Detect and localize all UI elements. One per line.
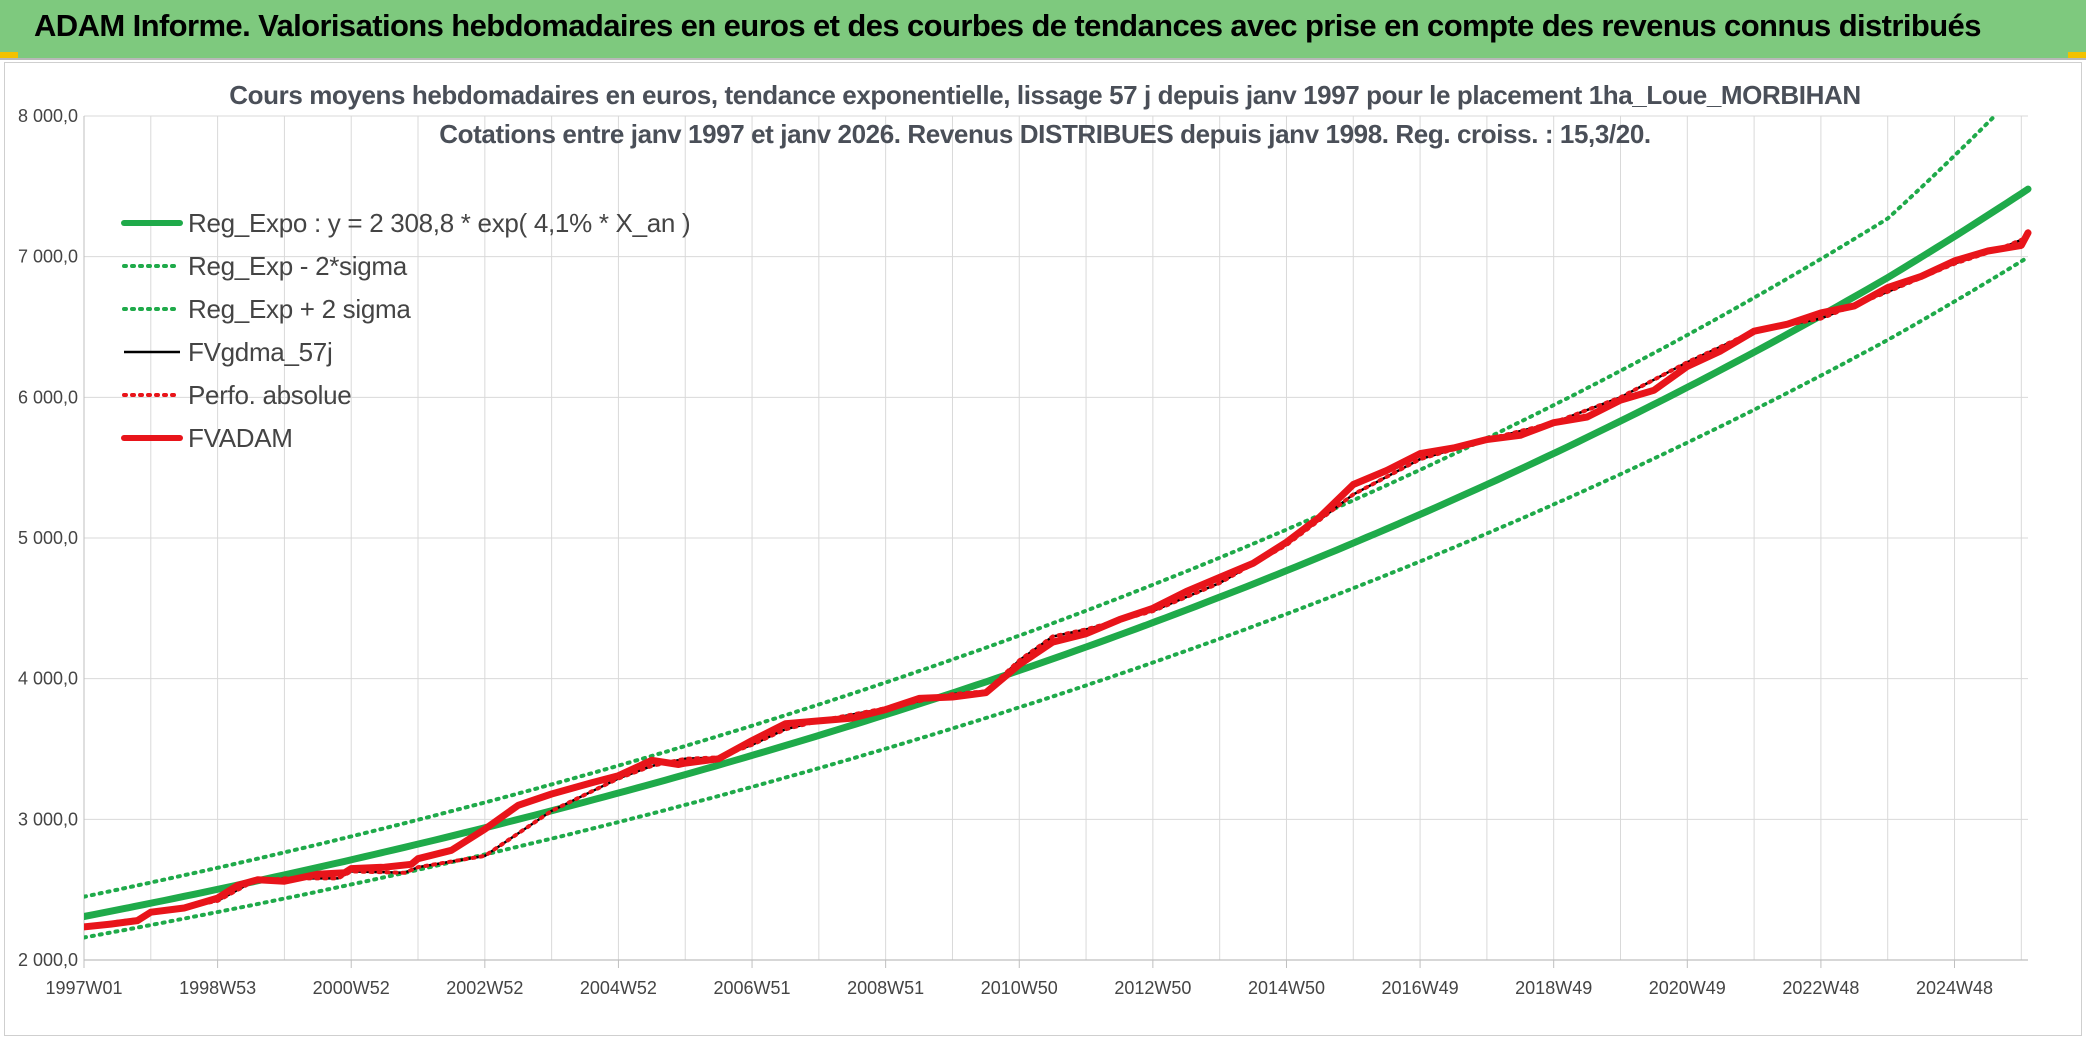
x-tick-label: 2012W50 (1114, 978, 1191, 998)
x-tick-label: 2010W50 (981, 978, 1058, 998)
chart-canvas: 2 000,0 3 000,0 4 000,0 5 000,0 6 000,0 7 000… (18, 80, 2032, 998)
report-banner: ADAM Informe. Valorisations hebdomadaire… (0, 0, 2086, 60)
chart-title-line-2: Cotations entre janv 1997 et janv 2026. … (439, 119, 1650, 149)
series-line-reg-expo-y-2-308-8-exp-4-1-x-an (84, 185, 2032, 920)
y-tick-label: 8 000,0 (18, 106, 78, 126)
chart-title-line-1: Cours moyens hebdomadaires en euros, ten… (229, 80, 1860, 110)
legend-label: Perfo. absolue (188, 380, 351, 410)
y-tick-label: 4 000,0 (18, 669, 78, 689)
series-line-fvadam (84, 229, 2032, 931)
chart-series (84, 114, 2032, 940)
y-tick-label: 2 000,0 (18, 950, 78, 970)
x-tick-label: 2014W50 (1248, 978, 1325, 998)
y-tick-label: 5 000,0 (18, 528, 78, 548)
legend-label: Reg_Expo : y = 2 308,8 * exp( 4,1% * X_a… (188, 208, 690, 238)
legend-label: FVgdma_57j (188, 337, 332, 367)
corner-marker-left (0, 52, 18, 58)
x-tick-label: 2002W52 (446, 978, 523, 998)
series-line-reg-exp-2-sigma (84, 255, 2030, 940)
legend-label: FVADAM (188, 423, 293, 453)
y-tick-label: 7 000,0 (18, 247, 78, 267)
x-tick-label: 2016W49 (1382, 978, 1459, 998)
x-tick-label: 1998W53 (179, 978, 256, 998)
x-tick-label: 2018W49 (1515, 978, 1592, 998)
chart-area: 2 000,0 3 000,0 4 000,0 5 000,0 6 000,0 7 000… (4, 62, 2082, 1036)
chart-legend: Reg_Expo : y = 2 308,8 * exp( 4,1% * X_a… (121, 208, 691, 453)
x-tick-label: 2022W48 (1782, 978, 1859, 998)
x-tick-label: 2000W52 (313, 978, 390, 998)
legend-label: Reg_Exp + 2 sigma (188, 294, 411, 324)
chart-axes: 2 000,0 3 000,0 4 000,0 5 000,0 6 000,0 7 000… (18, 106, 2028, 998)
x-tick-label: 2008W51 (847, 978, 924, 998)
x-tick-label: 2006W51 (714, 978, 791, 998)
y-tick-label: 3 000,0 (18, 809, 78, 829)
y-tick-label: 6 000,0 (18, 387, 78, 407)
corner-marker-right (2068, 52, 2086, 58)
chart-gridlines (83, 115, 2028, 961)
x-tick-label: 2024W48 (1916, 978, 1993, 998)
x-tick-label: 1997W01 (45, 978, 122, 998)
legend-label: Reg_Exp - 2*sigma (188, 251, 408, 281)
series-line-reg-exp-2-sigma (84, 114, 1997, 899)
report-title: ADAM Informe. Valorisations hebdomadaire… (34, 8, 1981, 43)
x-tick-label: 2020W49 (1649, 978, 1726, 998)
x-tick-label: 2004W52 (580, 978, 657, 998)
